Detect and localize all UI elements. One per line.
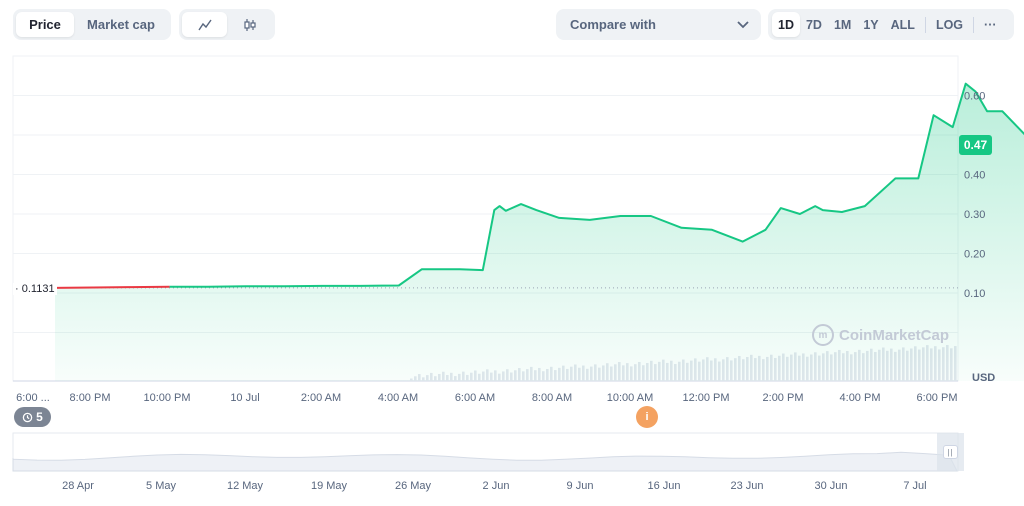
watermark: m CoinMarketCap <box>812 324 949 346</box>
chart-type-toggle <box>179 9 275 40</box>
navigator-x-tick-label: 26 May <box>395 480 432 492</box>
divider <box>924 16 926 33</box>
x-tick-label: 8:00 PM <box>70 392 111 404</box>
compare-select[interactable]: Compare with <box>556 9 761 40</box>
price-area <box>55 83 1024 381</box>
x-tick-label: 10 Jul <box>230 392 259 404</box>
range-all[interactable]: ALL <box>890 17 915 32</box>
navigator-x-tick-label: 16 Jun <box>647 480 680 492</box>
x-tick-label: 2:00 AM <box>301 392 341 404</box>
tab-price[interactable]: Price <box>16 12 74 37</box>
range-1y[interactable]: 1Y <box>863 17 879 32</box>
navigator-x-tick-label: 30 Jun <box>814 480 847 492</box>
navigator-x-tick-label: 19 May <box>311 480 348 492</box>
coinmarketcap-logo-icon: m <box>812 324 834 346</box>
candlestick-button[interactable] <box>227 12 272 37</box>
history-badge[interactable]: 5 <box>14 407 51 427</box>
x-tick-label: 2:00 PM <box>763 392 804 404</box>
price-line-down <box>54 285 170 289</box>
start-price-label: · 0.1131 <box>13 283 57 295</box>
price-line-up <box>169 82 1024 288</box>
watermark-text: CoinMarketCap <box>839 326 950 344</box>
navigator-x-tick-label: 23 Jun <box>730 480 763 492</box>
x-tick-label: 10:00 PM <box>143 392 190 404</box>
y-tick-label: 0.10 <box>964 288 985 300</box>
history-icon <box>22 412 33 422</box>
x-tick-label: 6:00 ... <box>16 392 50 404</box>
start-price-value: 0.1131 <box>21 283 55 295</box>
navigator-handle[interactable]: || <box>937 433 964 471</box>
x-tick-label: 12:00 PM <box>682 392 729 404</box>
y-tick-label: 0.40 <box>964 170 985 182</box>
x-tick-label: 4:00 AM <box>378 392 418 404</box>
compare-label: Compare with <box>570 17 656 32</box>
event-marker[interactable]: i <box>636 406 658 428</box>
navigator-series <box>12 451 958 472</box>
navigator-x-tick-label: 7 Jul <box>903 480 926 492</box>
x-tick-label: 4:00 PM <box>840 392 881 404</box>
range-toggle: 1D 7D 1M 1Y ALL LOG ··· <box>768 9 1014 40</box>
y-tick-label: 0.20 <box>964 249 985 261</box>
tab-market-cap[interactable]: Market cap <box>87 17 155 32</box>
line-chart-icon <box>197 19 212 30</box>
log-scale-button[interactable]: LOG <box>935 17 964 32</box>
y-tick-label: 0.30 <box>964 209 985 221</box>
candlestick-icon <box>243 18 256 31</box>
navigator-x-tick-label: 5 May <box>146 480 176 492</box>
navigator-x-tick-label: 2 Jun <box>483 480 510 492</box>
navigator-x-tick-label: 9 Jun <box>567 480 594 492</box>
history-count: 5 <box>36 410 43 424</box>
navigator-x-tick-label: 12 May <box>227 480 264 492</box>
x-tick-label: 6:00 AM <box>455 392 495 404</box>
x-tick-label: 6:00 PM <box>917 392 958 404</box>
current-price-badge: 0.47 <box>959 135 992 155</box>
more-options-button[interactable]: ··· <box>984 17 997 32</box>
range-7d[interactable]: 7D <box>805 17 822 32</box>
grip-icon[interactable]: || <box>943 445 958 459</box>
metric-toggle: Price Market cap <box>13 9 171 40</box>
x-tick-label: 10:00 AM <box>607 392 653 404</box>
range-1d[interactable]: 1D <box>772 12 800 37</box>
navigator-x-tick-label: 28 Apr <box>62 480 94 492</box>
range-1m[interactable]: 1M <box>833 17 852 32</box>
line-chart-button[interactable] <box>182 12 227 37</box>
divider <box>973 16 975 33</box>
y-tick-label: 0.60 <box>964 91 985 103</box>
chevron-down-icon <box>737 20 749 28</box>
currency-label: USD <box>972 372 996 384</box>
x-tick-label: 8:00 AM <box>532 392 572 404</box>
